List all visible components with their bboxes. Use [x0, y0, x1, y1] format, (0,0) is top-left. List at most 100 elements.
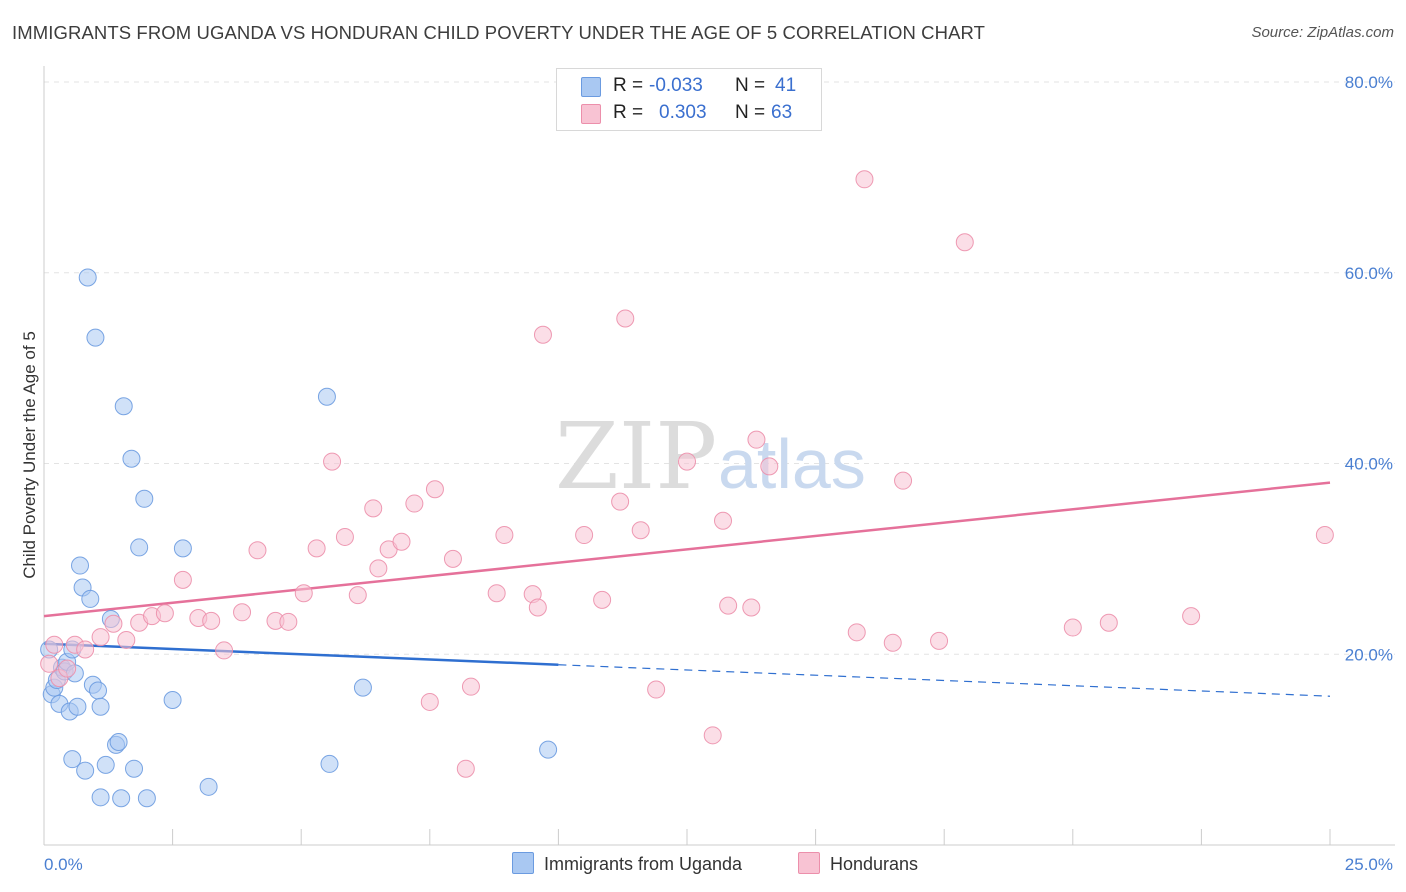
trend-line-hondurans [43, 481, 1331, 618]
y-tick-label: 80.0% [1345, 73, 1393, 92]
bottom-legend-swatch-uganda [512, 852, 534, 874]
point-uganda [137, 789, 156, 808]
point-hondurans [703, 726, 722, 745]
correlation-legend: R = -0.033 N = 41 R = 0.303 N = 63 [556, 68, 822, 131]
x-tick-label: 25.0% [1345, 855, 1393, 874]
point-uganda [91, 788, 110, 807]
point-hondurans [45, 635, 64, 654]
point-uganda [135, 489, 154, 508]
legend-n-label: N = [735, 75, 766, 96]
y-tick-label: 20.0% [1345, 645, 1393, 664]
y-axis-label: Child Poverty Under the Age of 5 [20, 331, 39, 579]
chart-title: IMMIGRANTS FROM UGANDA VS HONDURAN CHILD… [12, 22, 986, 43]
point-hondurans [647, 680, 666, 699]
point-hondurans [392, 532, 411, 551]
point-hondurans [747, 430, 766, 449]
point-hondurans [461, 677, 480, 696]
point-hondurans [369, 559, 388, 578]
point-hondurans [616, 309, 635, 328]
point-uganda [320, 754, 339, 773]
point-hondurans [495, 526, 514, 545]
point-uganda [89, 681, 108, 700]
bottom-legend-swatch-hondurans [798, 852, 820, 874]
bottom-legend-hondurans: Hondurans [798, 852, 918, 875]
point-hondurans [40, 654, 59, 673]
point-hondurans [533, 325, 552, 344]
trend-line-uganda-extension [558, 664, 1331, 697]
point-hondurans [117, 630, 136, 649]
point-hondurans [58, 659, 77, 678]
point-hondurans [631, 521, 650, 540]
point-hondurans [233, 603, 252, 622]
legend-r-label: R = [613, 102, 644, 123]
point-uganda [96, 755, 115, 774]
point-hondurans [611, 492, 630, 511]
point-uganda [71, 556, 90, 575]
point-hondurans [456, 759, 475, 778]
gridlines [44, 81, 1395, 655]
point-hondurans [742, 598, 761, 617]
point-hondurans [955, 233, 974, 252]
point-hondurans [173, 570, 192, 589]
point-uganda [76, 761, 95, 780]
point-uganda [114, 397, 133, 416]
point-hondurans [294, 584, 313, 603]
point-hondurans [883, 633, 902, 652]
watermark: ZIP atlas [555, 403, 866, 510]
point-hondurans [405, 494, 424, 513]
point-uganda [539, 740, 558, 759]
point-hondurans [155, 604, 174, 623]
point-hondurans [855, 170, 874, 189]
bottom-legend-label-uganda: Immigrants from Uganda [544, 854, 743, 874]
point-hondurans [307, 539, 326, 558]
point-hondurans [1182, 607, 1201, 626]
point-hondurans [1099, 613, 1118, 632]
point-uganda [86, 328, 105, 347]
point-uganda [81, 589, 100, 608]
point-hondurans [528, 598, 547, 617]
bottom-legend-label-hondurans: Hondurans [830, 854, 919, 874]
point-uganda [317, 387, 336, 406]
legend-swatch-uganda [581, 77, 601, 97]
source-credit: Source: ZipAtlas.com [1251, 24, 1394, 41]
point-uganda [122, 449, 141, 468]
watermark-atlas: atlas [718, 425, 866, 503]
point-hondurans [930, 631, 949, 650]
point-uganda [199, 777, 218, 796]
point-hondurans [678, 452, 696, 471]
point-hondurans [847, 623, 866, 642]
point-hondurans [202, 611, 221, 630]
tick-labels: 20.0% 40.0% 60.0% 80.0% 0.0% 25.0% [44, 73, 1393, 874]
point-hondurans [323, 452, 342, 471]
point-hondurans [760, 457, 779, 476]
point-hondurans [1063, 618, 1082, 637]
point-hondurans [593, 590, 612, 609]
point-hondurans [76, 640, 95, 659]
point-uganda [78, 268, 97, 287]
legend-r-value: 0.303 [659, 102, 707, 123]
legend-n-value: 63 [771, 102, 793, 123]
point-hondurans [91, 628, 110, 647]
point-uganda [68, 697, 87, 716]
point-hondurans [104, 614, 123, 633]
point-hondurans [443, 549, 462, 568]
point-uganda [173, 539, 192, 558]
point-hondurans [487, 584, 506, 603]
x-tick-label: 0.0% [44, 855, 83, 874]
legend-n-label: N = [735, 102, 766, 123]
point-hondurans [425, 480, 444, 499]
legend-r-label: R = [613, 75, 644, 96]
point-hondurans [335, 527, 354, 546]
point-uganda [63, 750, 82, 769]
y-tick-label: 40.0% [1345, 455, 1393, 474]
point-hondurans [575, 526, 594, 545]
legend-n-value: 41 [775, 75, 797, 96]
point-uganda [112, 789, 131, 808]
y-tick-label: 60.0% [1345, 264, 1393, 283]
point-uganda [353, 678, 372, 697]
legend-swatch-hondurans [581, 104, 601, 124]
point-uganda [125, 759, 144, 778]
data-points [40, 170, 1334, 808]
bottom-legend-uganda: Immigrants from Uganda [512, 852, 742, 875]
